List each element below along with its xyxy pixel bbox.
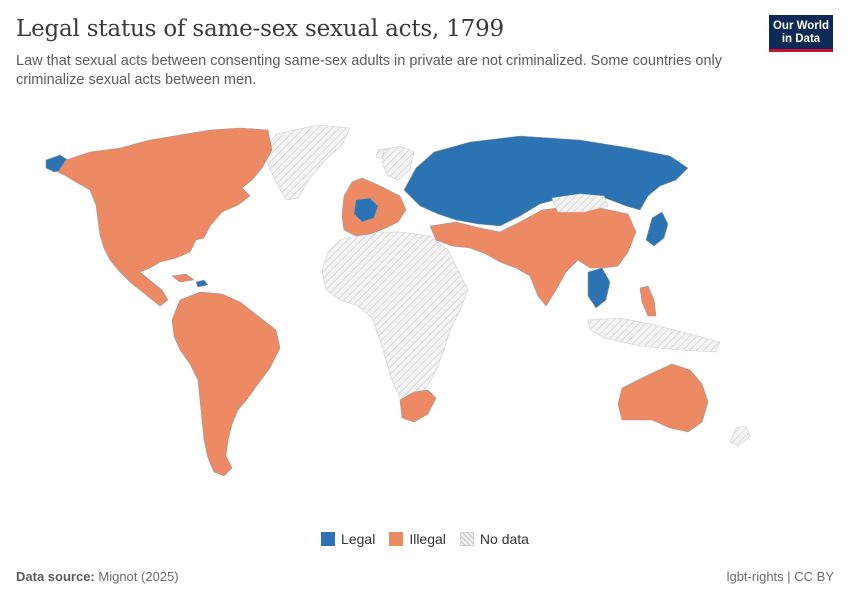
legend-swatch-no-data bbox=[459, 532, 474, 546]
region-greenland[interactable] bbox=[264, 124, 351, 201]
world-map bbox=[0, 118, 850, 488]
map-legend: Legal Illegal No data bbox=[0, 531, 850, 547]
region-hispaniola[interactable] bbox=[195, 279, 209, 288]
region-indochina[interactable] bbox=[587, 267, 611, 309]
region-scandinavia[interactable] bbox=[381, 145, 415, 181]
legend-label-legal: Legal bbox=[341, 531, 376, 547]
owid-logo[interactable]: Our World in Data bbox=[769, 15, 833, 52]
region-france[interactable] bbox=[353, 197, 379, 223]
data-source: Data source: Mignot (2025) bbox=[16, 569, 179, 584]
region-mongolia[interactable] bbox=[551, 193, 609, 213]
region-south-africa[interactable] bbox=[399, 389, 437, 423]
legend-label-no-data: No data bbox=[479, 531, 529, 547]
legend-item-illegal[interactable]: Illegal bbox=[389, 531, 446, 547]
region-africa[interactable] bbox=[321, 231, 469, 401]
chart-title: Legal status of same-sex sexual acts, 17… bbox=[16, 16, 504, 42]
region-philippines[interactable] bbox=[639, 285, 657, 317]
legend-item-legal[interactable]: Legal bbox=[321, 531, 375, 547]
logo-line-1: Our World bbox=[772, 20, 829, 32]
data-source-link[interactable]: Mignot (2025) bbox=[98, 569, 179, 584]
license-text[interactable]: lgbt-rights | CC BY bbox=[726, 569, 834, 584]
region-japan[interactable] bbox=[645, 211, 669, 247]
region-indonesia[interactable] bbox=[587, 317, 721, 353]
legend-swatch-illegal bbox=[389, 532, 404, 546]
region-north-america[interactable] bbox=[57, 127, 273, 307]
region-new-zealand[interactable] bbox=[729, 425, 751, 447]
legend-label-illegal: Illegal bbox=[409, 531, 446, 547]
data-source-label: Data source: bbox=[16, 569, 95, 584]
chart-subtitle: Law that sexual acts between consenting … bbox=[16, 53, 723, 88]
logo-line-2: in Data bbox=[781, 33, 821, 45]
region-asia-south[interactable] bbox=[429, 205, 637, 307]
legend-item-no-data[interactable]: No data bbox=[459, 531, 529, 547]
world-map-svg bbox=[45, 124, 751, 477]
region-australia[interactable] bbox=[617, 363, 709, 433]
region-south-america[interactable] bbox=[171, 291, 281, 477]
region-cuba[interactable] bbox=[171, 273, 195, 283]
legend-swatch-legal bbox=[321, 532, 336, 546]
region-russia[interactable] bbox=[403, 135, 689, 227]
